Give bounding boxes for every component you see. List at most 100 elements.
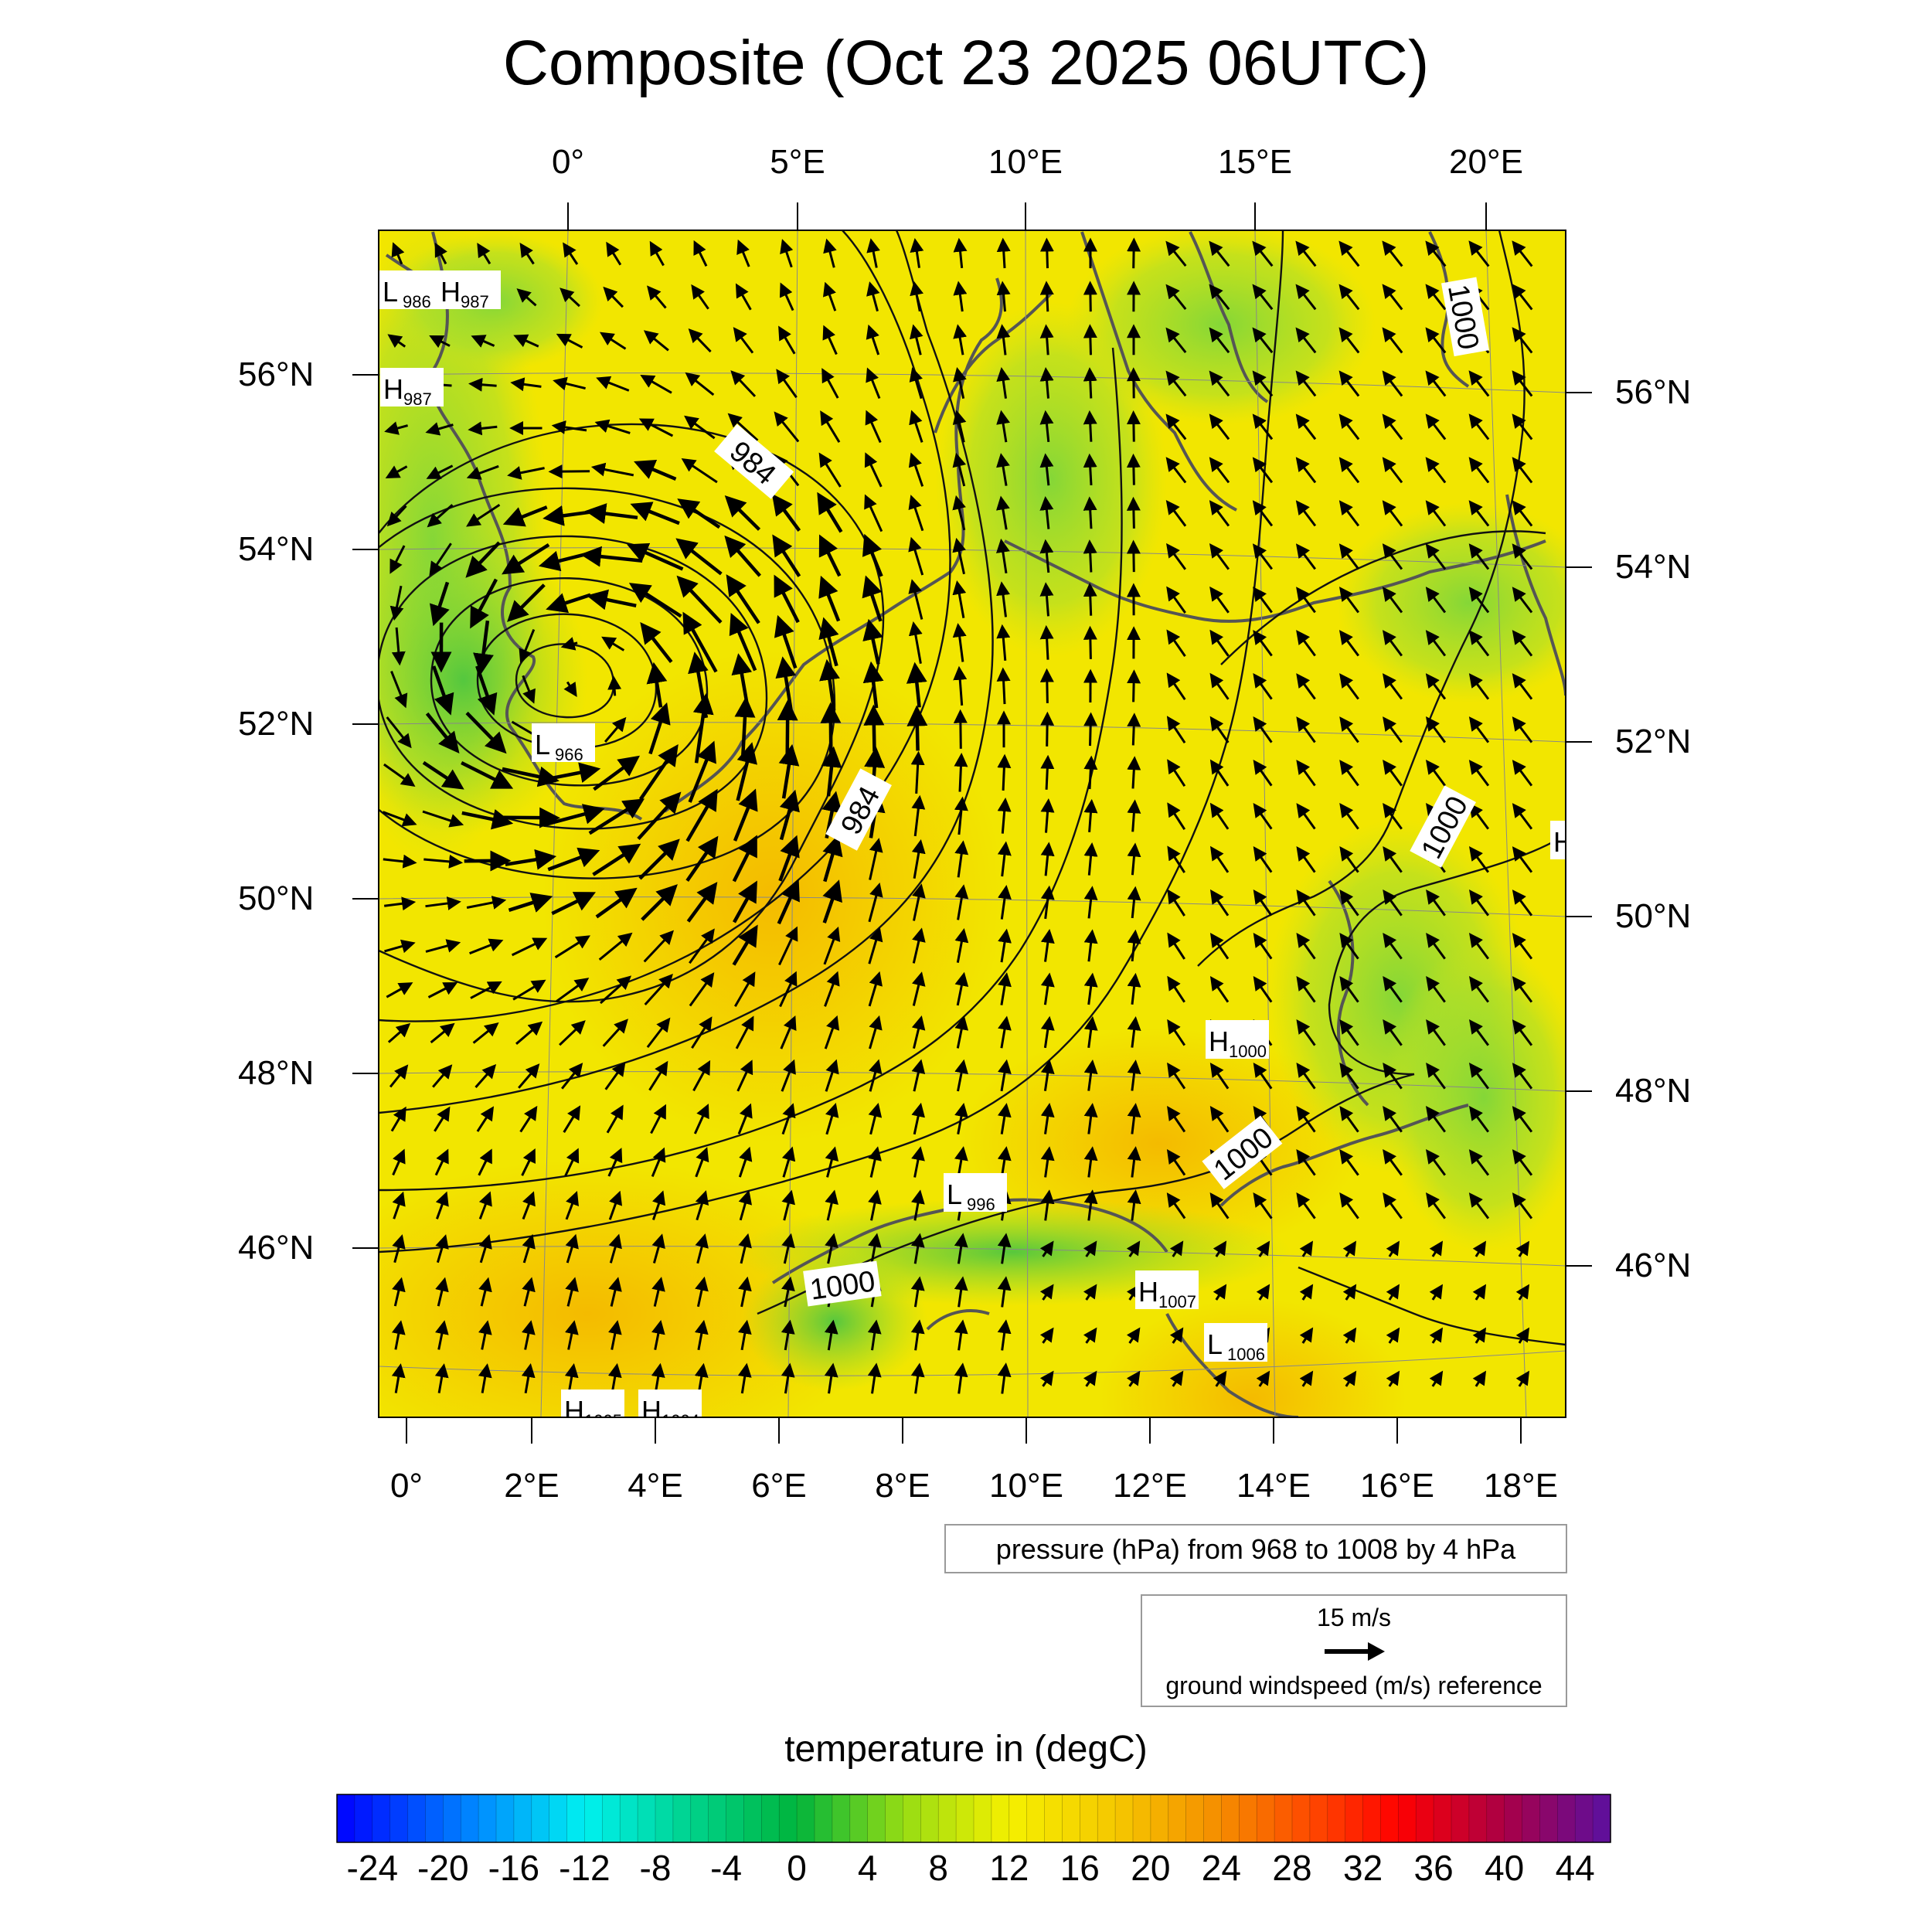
wind-arrow xyxy=(478,1148,492,1176)
wind-arrow xyxy=(694,1362,709,1394)
wind-arrow xyxy=(637,791,682,841)
wind-arrow xyxy=(386,716,412,749)
wind-arrow xyxy=(1083,1240,1097,1257)
wind-arrow xyxy=(1039,1370,1054,1387)
wind-arrow xyxy=(1382,500,1403,527)
wind-arrow xyxy=(468,377,497,392)
wind-arrow xyxy=(604,716,627,743)
wind-arrow xyxy=(821,746,842,797)
center-type: L xyxy=(383,276,398,308)
wind-arrow xyxy=(1468,673,1490,700)
colorbar-swatch xyxy=(389,1794,409,1842)
wind-arrow xyxy=(1126,1370,1141,1387)
wind-arrow xyxy=(1039,539,1054,573)
wind-arrow xyxy=(427,982,458,998)
wind-arrow xyxy=(676,575,723,624)
wind-arrow xyxy=(1512,1106,1533,1133)
wind-arrow xyxy=(1468,457,1490,484)
wind-arrow xyxy=(521,1362,536,1393)
left-axis-label: 46°N xyxy=(238,1229,315,1267)
colorbar-swatch xyxy=(1416,1794,1434,1842)
wind-arrow xyxy=(1512,1019,1533,1046)
wind-arrow xyxy=(1209,240,1230,267)
wind-arrow xyxy=(564,1362,579,1393)
wind-arrow xyxy=(1383,846,1403,873)
wind-arrow xyxy=(685,835,719,882)
wind-arrow xyxy=(1429,1284,1444,1301)
colorbar-swatch xyxy=(620,1794,638,1842)
wind-arrow xyxy=(565,1277,579,1307)
wind-arrow xyxy=(638,418,674,437)
colorbar-swatch xyxy=(1257,1794,1275,1842)
wind-arrow xyxy=(738,1146,753,1178)
wind-arrow xyxy=(1127,1189,1141,1221)
wind-arrow xyxy=(434,1148,449,1176)
wind-arrow xyxy=(461,760,514,789)
center-value: 1005 xyxy=(584,1411,622,1430)
wind-arrow xyxy=(1126,1327,1141,1344)
wind-arrow xyxy=(431,665,454,716)
meridian xyxy=(787,230,798,1417)
wind-arrow xyxy=(686,882,718,923)
wind-arrow xyxy=(910,1362,925,1394)
wind-arrow xyxy=(1213,1284,1227,1301)
wind-arrow xyxy=(640,375,672,394)
center-value: 986 xyxy=(403,292,431,311)
wind-arrow xyxy=(772,534,801,577)
wind-arrow xyxy=(429,543,452,577)
isobar xyxy=(379,423,885,1003)
wind-arrow xyxy=(392,1191,406,1219)
wind-arrow xyxy=(1512,846,1533,873)
wind-arrow xyxy=(512,979,546,1001)
wind-arrow xyxy=(478,1277,492,1307)
wind-arrow xyxy=(1296,933,1316,960)
isobar xyxy=(1197,230,1526,967)
wind-arrow xyxy=(995,495,1010,530)
wind-arrow xyxy=(1425,370,1447,397)
wind-arrow xyxy=(1253,673,1273,700)
wind-arrow xyxy=(387,1022,411,1043)
coastline xyxy=(926,1309,990,1331)
wind-arrow xyxy=(563,1105,581,1133)
wind-arrow xyxy=(1083,453,1097,485)
colorbar-swatch xyxy=(1327,1794,1346,1842)
colorbar-swatch xyxy=(815,1794,833,1842)
isobar xyxy=(1220,530,1546,665)
wind-arrow xyxy=(954,796,968,835)
wind-arrow xyxy=(737,1319,752,1351)
wind-arrow xyxy=(952,580,967,618)
wind-arrow xyxy=(1382,457,1403,484)
wind-arrow xyxy=(1338,630,1360,657)
wind-arrow xyxy=(771,493,801,532)
wind-arrow xyxy=(1252,240,1274,267)
right-axis-label: 56°N xyxy=(1615,373,1692,411)
wind-reference-caption: ground windspeed (m/s) reference xyxy=(1165,1672,1543,1699)
colorbar-swatch xyxy=(761,1794,780,1842)
top-axis-label: 15°E xyxy=(1218,143,1292,181)
wind-arrow xyxy=(1209,975,1230,1003)
wind-arrow xyxy=(1040,754,1055,790)
wind-arrow xyxy=(522,1320,536,1350)
wind-arrow xyxy=(1253,716,1273,743)
wind-arrow xyxy=(1512,1192,1533,1219)
wind-arrow xyxy=(1339,1019,1359,1046)
wind-arrow xyxy=(777,699,798,757)
wind-arrow xyxy=(1425,1106,1447,1133)
wind-arrow xyxy=(1083,410,1097,442)
wind-arrow xyxy=(1253,932,1273,960)
wind-arrow xyxy=(392,1148,406,1176)
pressure-center-label: H 987 xyxy=(380,368,444,409)
wind-arrow xyxy=(1468,630,1490,657)
wind-arrow xyxy=(909,367,923,400)
wind-arrow xyxy=(1166,543,1187,570)
wind-arrow xyxy=(998,1015,1012,1049)
wind-arrow xyxy=(630,502,680,526)
wind-arrow xyxy=(1127,1103,1141,1134)
colorbar-tick-label: 20 xyxy=(1131,1848,1171,1888)
wind-arrow xyxy=(1383,716,1403,743)
wind-arrow xyxy=(1515,1284,1530,1301)
wind-arrow xyxy=(1296,673,1316,700)
wind-arrow xyxy=(604,1061,626,1090)
wind-arrow xyxy=(1253,802,1273,830)
